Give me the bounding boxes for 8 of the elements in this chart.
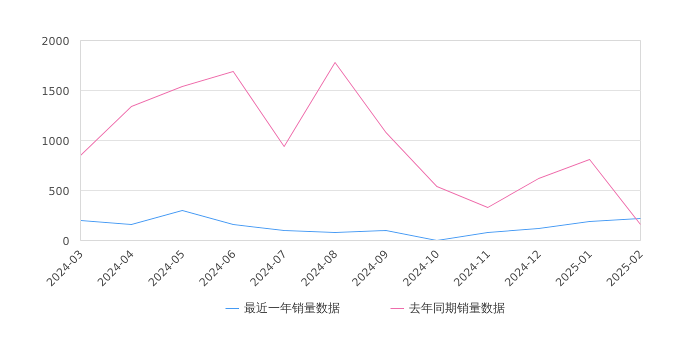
legend-label: 最近一年销量数据 xyxy=(244,300,340,316)
y-tick-label: 500 xyxy=(48,185,70,198)
y-tick-label: 2000 xyxy=(42,35,70,48)
legend-label: 去年同期销量数据 xyxy=(409,300,505,316)
y-tick-label: 0 xyxy=(62,235,70,248)
y-tick-label: 1500 xyxy=(42,85,70,98)
y-tick-label: 1000 xyxy=(42,135,70,148)
line-series xyxy=(80,62,640,225)
